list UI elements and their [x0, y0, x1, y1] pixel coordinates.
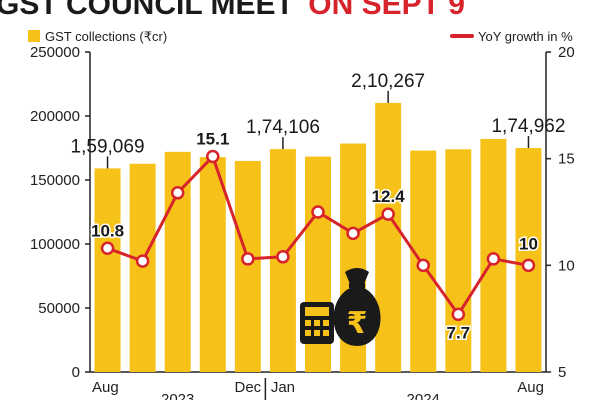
growth-point [521, 258, 536, 273]
x-tick-label: Aug [92, 379, 119, 396]
x-ticks-group: Aug Dec Jan Aug 2023 2024 [92, 378, 544, 400]
growth-point [276, 250, 290, 264]
growth-value-label: 7.7 [446, 323, 470, 342]
bar [129, 163, 156, 372]
left-tick-label: 150000 [30, 172, 80, 189]
bar-value-label: 1,74,106 [246, 117, 320, 138]
left-y-ticks: 0 50000 100000 150000 200000 250000 [30, 44, 90, 381]
title-red: ON SEPT 9 [308, 0, 465, 21]
growth-point [451, 307, 466, 322]
bar [375, 102, 402, 372]
growth-point [241, 252, 255, 266]
growth-value-label: 12.4 [372, 187, 406, 206]
right-y-ticks: 5 10 15 20 [546, 44, 575, 381]
year-label: 2024 [407, 391, 440, 400]
right-tick-label: 10 [558, 257, 575, 274]
growth-point [346, 226, 360, 241]
growth-point [206, 149, 220, 164]
right-tick-label: 15 [558, 151, 575, 168]
left-tick-label: 250000 [30, 44, 80, 61]
growth-point [170, 186, 185, 200]
growth-value-label: 10 [519, 234, 538, 253]
growth-point [486, 252, 501, 266]
bar-value-label: 1,74,962 [491, 116, 565, 137]
chart-title: GST COUNCIL MEET ON SEPT 9 [0, 0, 465, 21]
bar [94, 168, 121, 372]
left-tick-label: 50000 [38, 300, 80, 317]
legend-bar-swatch [28, 30, 40, 42]
legend-bar-label: GST collections (₹cr) [45, 29, 167, 44]
growth-value-label: 10.8 [91, 221, 124, 240]
growth-line-group: 10.8 15.1 12.4 7.7 10 [89, 128, 539, 344]
bar [445, 149, 472, 372]
bar-value-label: 1,59,069 [71, 136, 145, 157]
bar [199, 157, 226, 372]
growth-value-label: 15.1 [196, 130, 229, 149]
left-tick-label: 0 [72, 364, 80, 381]
growth-point [381, 207, 395, 221]
legend-line-label: YoY growth in % [478, 29, 573, 44]
right-tick-label: 20 [558, 44, 575, 61]
bar-value-label: 2,10,267 [351, 71, 425, 92]
bar [234, 160, 261, 372]
x-tick-label: Aug [517, 379, 544, 396]
left-tick-label: 200000 [30, 108, 80, 125]
growth-point [416, 258, 430, 273]
growth-point [311, 205, 325, 219]
growth-point [100, 241, 115, 256]
money-bag-calculator-icon: ₹ [300, 268, 381, 346]
left-tick-label: 100000 [30, 236, 80, 253]
bar-labels-group: 1,59,069 1,74,106 2,10,267 1,74,962 [71, 71, 565, 169]
title-black: GST COUNCIL MEET [0, 0, 294, 21]
legend: GST collections (₹cr) YoY growth in % [28, 29, 573, 44]
x-tick-label: Dec [235, 379, 262, 396]
growth-point [135, 254, 150, 268]
svg-text:₹: ₹ [347, 306, 368, 341]
right-tick-label: 5 [558, 364, 566, 381]
x-tick-label: Jan [271, 379, 295, 396]
year-label: 2023 [161, 391, 194, 400]
